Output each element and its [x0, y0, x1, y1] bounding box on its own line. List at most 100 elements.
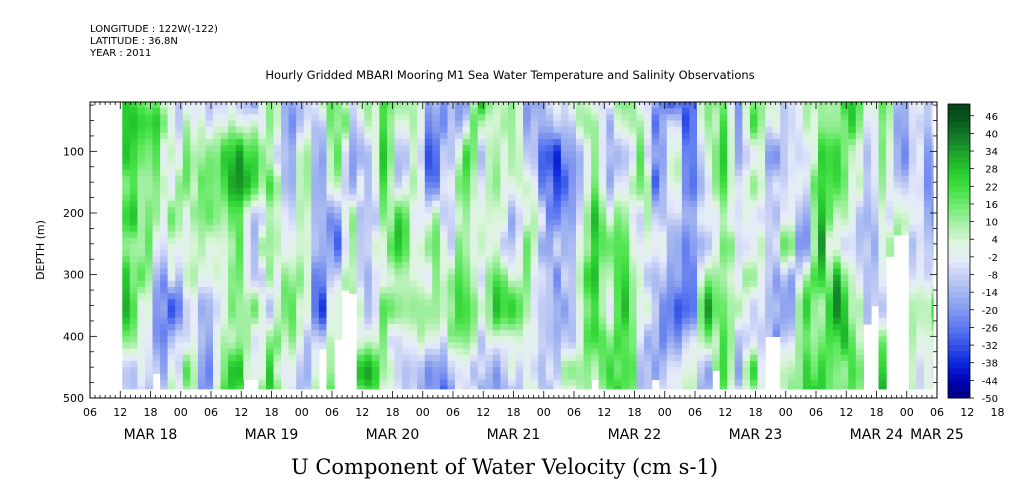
heatmap-cell	[863, 151, 872, 159]
heatmap-cell	[666, 237, 675, 245]
heatmap-cell	[364, 342, 373, 350]
heatmap-cell	[288, 342, 297, 350]
heatmap-cell	[780, 348, 789, 356]
heatmap-cell	[409, 317, 418, 325]
heatmap-cell	[719, 256, 728, 263]
heatmap-cell	[916, 287, 925, 294]
heatmap-cell	[576, 379, 585, 387]
heatmap-cell	[409, 188, 418, 196]
heatmap-cell	[621, 354, 630, 362]
heatmap-cell	[402, 102, 411, 109]
heatmap-cell	[500, 132, 509, 140]
heatmap-cell	[606, 379, 615, 387]
heatmap-cell	[129, 367, 138, 374]
heatmap-cell	[182, 367, 191, 374]
heatmap-cell	[228, 132, 237, 140]
heatmap-cell	[341, 132, 350, 140]
heatmap-cell	[515, 299, 524, 307]
heatmap-cell	[855, 151, 864, 159]
heatmap-cell	[492, 280, 501, 288]
heatmap-cell	[152, 206, 161, 214]
heatmap-cell	[417, 336, 426, 344]
heatmap-cell	[266, 145, 275, 152]
heatmap-cell	[802, 385, 812, 390]
heatmap-cell	[228, 237, 237, 245]
heatmap-cell	[167, 169, 176, 177]
heatmap-cell	[439, 169, 449, 177]
heatmap-cell	[175, 151, 184, 159]
heatmap-cell	[258, 305, 267, 313]
heatmap-cell	[182, 120, 191, 128]
heatmap-cell	[583, 336, 592, 344]
heatmap-cell	[175, 311, 184, 319]
heatmap-cell	[417, 256, 426, 263]
heatmap-cell	[795, 157, 804, 165]
heatmap-cell	[644, 194, 653, 202]
heatmap-cell	[742, 157, 751, 165]
heatmap-cell	[515, 287, 524, 294]
heatmap-cell	[697, 237, 706, 245]
heatmap-cell	[145, 305, 154, 313]
heatmap-cell	[780, 225, 789, 233]
heatmap-cell	[356, 139, 365, 146]
heatmap-cell	[576, 163, 585, 171]
heatmap-cell	[621, 132, 630, 140]
heatmap-cell	[576, 262, 585, 270]
heatmap-cell	[197, 231, 207, 239]
heatmap-cell	[523, 379, 532, 387]
heatmap-cell	[810, 231, 819, 239]
heatmap-cell	[591, 361, 600, 368]
heatmap-cell	[273, 194, 282, 202]
heatmap-cell	[621, 256, 630, 263]
heatmap-cell	[349, 262, 358, 270]
heatmap-cell	[303, 225, 312, 233]
heatmap-cell	[750, 194, 759, 202]
heatmap-cell	[795, 262, 804, 270]
heatmap-cell	[833, 176, 842, 183]
heatmap-cell	[651, 145, 660, 152]
heatmap-cell	[152, 213, 161, 220]
heatmap-cell	[182, 194, 191, 202]
heatmap-cell	[266, 151, 275, 159]
heatmap-cell	[757, 250, 766, 257]
heatmap-cell	[855, 336, 864, 344]
heatmap-cell	[538, 206, 547, 214]
heatmap-cell	[205, 157, 214, 165]
heatmap-cell	[447, 176, 456, 183]
heatmap-cell	[765, 262, 774, 270]
heatmap-cell	[750, 348, 759, 356]
heatmap-cell	[318, 336, 328, 344]
heatmap-cell	[137, 299, 146, 307]
heatmap-cell	[129, 145, 138, 152]
heatmap-cell	[402, 132, 411, 140]
heatmap-cell	[545, 163, 554, 171]
heatmap-cell	[318, 250, 328, 257]
heatmap-cell	[606, 182, 615, 189]
heatmap-cell	[137, 108, 146, 115]
heatmap-cell	[908, 169, 917, 177]
heatmap-cell	[568, 311, 577, 319]
heatmap-cell	[598, 145, 607, 152]
heatmap-cell	[439, 250, 449, 257]
heatmap-cell	[250, 126, 259, 134]
heatmap-cell	[213, 268, 222, 276]
heatmap-cell	[190, 311, 199, 319]
heatmap-cell	[878, 145, 887, 152]
heatmap-cell	[666, 311, 675, 319]
heatmap-cell	[923, 379, 933, 387]
heatmap-cell	[220, 324, 229, 331]
heatmap-cell	[371, 299, 380, 307]
heatmap-cell	[560, 194, 570, 202]
heatmap-cell	[281, 299, 290, 307]
heatmap-cell	[137, 348, 146, 356]
heatmap-cell	[818, 219, 827, 226]
heatmap-cell	[341, 280, 350, 288]
heatmap-cell	[833, 151, 842, 159]
heatmap-cell	[364, 157, 373, 165]
heatmap-cell	[182, 219, 191, 226]
heatmap-cell	[538, 139, 547, 146]
heatmap-cell	[840, 200, 849, 208]
heatmap-cell	[576, 250, 585, 257]
heatmap-cell	[674, 139, 683, 146]
heatmap-cell	[666, 219, 675, 226]
